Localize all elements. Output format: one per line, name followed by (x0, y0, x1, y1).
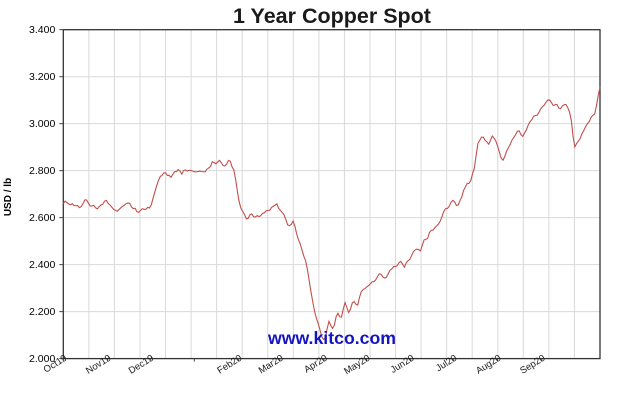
svg-text:3.200: 3.200 (29, 71, 55, 83)
svg-text:USD / lb: USD / lb (3, 178, 14, 216)
svg-text:2.800: 2.800 (29, 165, 55, 177)
svg-text:2.600: 2.600 (29, 212, 55, 224)
svg-text:3.000: 3.000 (29, 118, 55, 130)
svg-text:2.400: 2.400 (29, 259, 55, 271)
svg-text:2.200: 2.200 (29, 306, 55, 318)
svg-text:3.400: 3.400 (29, 24, 55, 36)
svg-text:1 Year Copper Spot: 1 Year Copper Spot (233, 4, 431, 28)
svg-text:www.kitco.com: www.kitco.com (267, 328, 396, 348)
